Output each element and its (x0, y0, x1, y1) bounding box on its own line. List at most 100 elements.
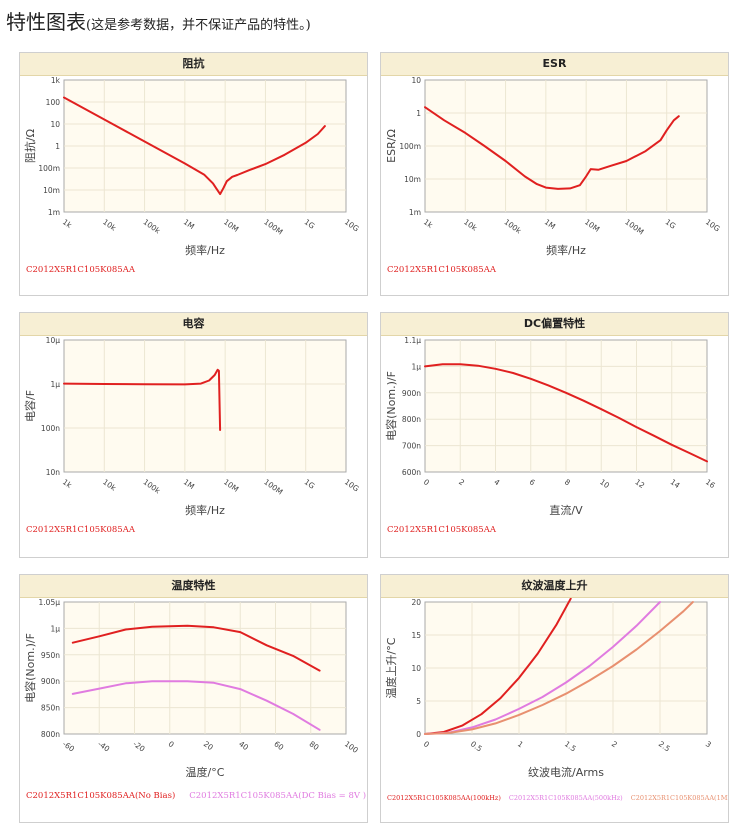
y-tick-label: 20 (411, 598, 421, 607)
x-tick-label: 2.5 (657, 739, 672, 753)
dc-bias-chart: 0 2 4 6 8 10 12 14 16 600n 700n 800n 900n 1μ 1.1μ 直流/V 电… (384, 336, 717, 535)
impedance-panel: 阻抗 1k 10k 100k 1M 10M 100M 1G 10G 1m 10m 100m 1 10 10… (19, 52, 368, 296)
y-tick-label: 100 (46, 98, 61, 107)
y-tick-label: 1k (51, 76, 61, 85)
series-line (424, 106, 680, 190)
legend-entry: C2012X5R1C105K085AA (26, 265, 136, 275)
y-tick-label: 950n (41, 651, 60, 660)
y-tick-label: 1 (416, 109, 421, 118)
x-tick-label: 1G (303, 217, 317, 231)
y-tick-label: 10 (411, 664, 421, 673)
x-tick-label: 1k (422, 217, 435, 230)
y-tick-label: 1μ (50, 380, 60, 389)
y-tick-label: 10 (411, 76, 421, 85)
x-axis-label: 频率/Hz (185, 503, 225, 517)
x-tick-label: 100M (623, 217, 645, 236)
y-tick-label: 900n (402, 389, 421, 398)
x-tick-label: 10k (101, 477, 118, 493)
panel-title: 阻抗 (20, 53, 367, 76)
legend-entry: C2012X5R1C105K085AA (387, 525, 497, 535)
y-tick-label: 10 (50, 120, 60, 129)
y-tick-label: 800n (41, 730, 60, 739)
x-tick-label: 1G (303, 477, 317, 491)
x-tick-label: 6 (528, 477, 537, 487)
x-tick-label: 1k (61, 477, 74, 490)
x-axis-label: 直流/V (549, 503, 583, 517)
temperature-chart: -60 -40 -20 0 20 40 60 80 100 800n 850n 900n 950n 1μ 1… (23, 598, 366, 801)
x-tick-label: 3 (704, 739, 713, 749)
x-tick-label: 100 (343, 739, 360, 755)
y-axis-label: 电容(Nom.)/F (384, 371, 398, 441)
x-tick-label: 10M (583, 217, 601, 234)
y-tick-label: 100n (41, 424, 60, 433)
y-tick-label: 1μ (411, 362, 421, 371)
y-tick-label: 1.05μ (39, 598, 61, 607)
x-tick-label: -40 (96, 739, 111, 754)
series-line (71, 624, 321, 672)
capacitance-chart: 1k 10k 100k 1M 10M 100M 1G 10G 10n 100n 1μ 10μ 频率/Hz… (23, 336, 361, 535)
y-axis-label: 电容(Nom.)/F (23, 633, 37, 703)
ripple-panel: 纹波温度上升 0 0.5 1 1.5 2 2.5 3 0 5 10 15 20 纹波电流/Arms 温度上… (380, 574, 729, 823)
panel-title: 温度特性 (20, 575, 367, 598)
x-tick-label: 0 (422, 477, 431, 487)
ripple-chart: 0 0.5 1 1.5 2 2.5 3 0 5 10 15 20 纹波电流/Arms 温度上升/°C C20… (384, 598, 728, 802)
y-tick-label: 0 (416, 730, 421, 739)
x-tick-label: 10G (704, 217, 722, 233)
plot-area (63, 339, 347, 473)
x-tick-label: 10G (343, 477, 361, 493)
x-tick-label: 80 (308, 739, 321, 752)
x-tick-label: -60 (61, 739, 76, 754)
y-tick-label: 1m (48, 208, 60, 217)
series-line (71, 680, 321, 731)
x-tick-label: 10G (343, 217, 361, 233)
series-line (424, 363, 708, 463)
page-heading: 特性图表(这是参考数据，并不保证产品的特性。) (6, 6, 311, 35)
y-tick-label: 15 (411, 631, 421, 640)
x-axis-label: 纹波电流/Arms (528, 765, 604, 779)
legend-entry: C2012X5R1C105K085AA(1MHz) (631, 794, 728, 802)
y-tick-label: 10n (46, 468, 61, 477)
panel-title: 电容 (20, 313, 367, 336)
x-axis-label: 温度/°C (186, 765, 225, 779)
legend-entry: C2012X5R1C105K085AA (387, 265, 497, 275)
series-line (424, 598, 572, 735)
x-axis-label: 频率/Hz (546, 243, 586, 257)
x-tick-label: 8 (563, 477, 572, 487)
legend-entry: C2012X5R1C105K085AA(No Bias) (26, 790, 175, 801)
page-title: 特性图表 (6, 10, 86, 34)
x-tick-label: 60 (272, 739, 285, 752)
y-tick-label: 700n (402, 442, 421, 451)
x-tick-label: 1M (182, 477, 196, 491)
x-tick-label: 1M (543, 217, 557, 231)
y-tick-label: 900n (41, 677, 60, 686)
x-tick-label: 1G (664, 217, 678, 231)
x-tick-label: 0.5 (469, 739, 484, 753)
series-line (63, 368, 222, 431)
x-tick-label: 16 (704, 477, 717, 490)
x-tick-label: 20 (202, 739, 215, 752)
y-tick-label: 100m (399, 142, 421, 151)
x-tick-label: 2 (610, 739, 619, 749)
x-tick-label: 0 (422, 739, 431, 749)
dc-bias-panel: DC偏置特性 0 2 4 6 8 10 12 14 16 600n 700n 800n 900n 1μ 1.… (380, 312, 729, 558)
y-axis-label: 阻抗/Ω (23, 129, 37, 163)
x-tick-label: 1k (61, 217, 74, 230)
panel-title: ESR (381, 53, 728, 76)
x-tick-label: 100M (262, 477, 284, 496)
legend-entry: C2012X5R1C105K085AA(DC Bias = 8V ) (189, 790, 366, 801)
y-axis-label: ESR/Ω (385, 129, 398, 163)
x-tick-label: 40 (237, 739, 250, 752)
capacitance-panel: 电容 1k 10k 100k 1M 10M 100M 1G 10G 10n 100n 1μ 10μ 频率… (19, 312, 368, 558)
x-tick-label: 2 (457, 477, 466, 487)
x-tick-label: 0 (167, 739, 176, 749)
legend-entry: C2012X5R1C105K085AA(100kHz) (387, 794, 501, 802)
x-tick-label: 14 (669, 477, 682, 490)
series-line (424, 601, 694, 735)
x-tick-label: 10M (222, 217, 240, 234)
y-tick-label: 1m (409, 208, 421, 217)
impedance-chart: 1k 10k 100k 1M 10M 100M 1G 10G 1m 10m 100m 1 10 100 1k… (23, 76, 361, 275)
y-tick-label: 850n (41, 704, 60, 713)
x-axis-label: 频率/Hz (185, 243, 225, 257)
x-tick-label: 10k (101, 217, 118, 233)
panel-title: 纹波温度上升 (381, 575, 728, 598)
